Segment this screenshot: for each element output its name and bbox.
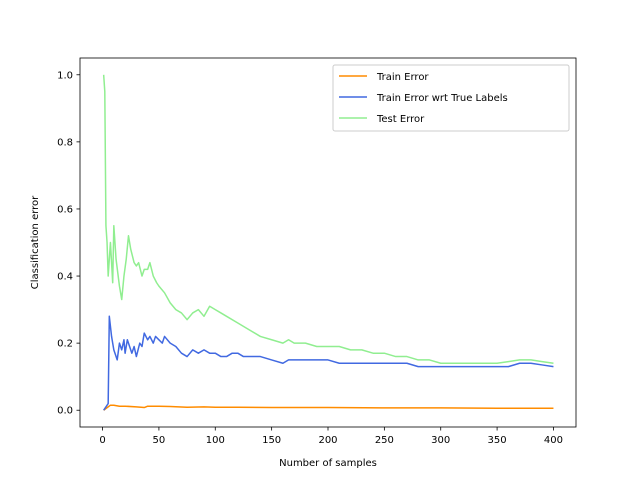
- y-tick-label: 0.0: [57, 406, 73, 417]
- x-tick-label: 150: [262, 435, 281, 446]
- legend-label: Train Error wrt True Labels: [376, 93, 508, 104]
- series-line-2: [103, 315, 554, 411]
- series-layer: [102, 74, 554, 411]
- series-line-1: [103, 404, 554, 411]
- legend: Train Error Train Error wrt True Labels Te…: [332, 64, 570, 132]
- plot-area: [79, 57, 577, 428]
- legend-label: Test Error: [376, 114, 425, 125]
- y-axis-label: Classification error: [30, 195, 41, 289]
- x-axis-ticks: 0 50 100 150 200 250 300 350 400: [99, 427, 563, 446]
- y-tick-label: 1.0: [57, 70, 73, 81]
- x-tick-label: 400: [544, 435, 563, 446]
- y-axis-ticks: 0.0 0.2 0.4 0.6 0.8 1.0: [57, 70, 80, 417]
- legend-label: Train Error: [376, 72, 429, 83]
- x-tick-label: 350: [488, 435, 507, 446]
- y-tick-label: 0.4: [57, 272, 73, 283]
- x-tick-label: 200: [318, 435, 337, 446]
- y-tick-label: 0.6: [57, 204, 73, 215]
- x-tick-label: 50: [153, 435, 166, 446]
- x-tick-label: 100: [206, 435, 225, 446]
- x-tick-label: 0: [99, 435, 105, 446]
- legend-box: [332, 64, 570, 132]
- x-tick-label: 300: [431, 435, 450, 446]
- series-line-3: [102, 74, 554, 365]
- x-tick-label: 250: [375, 435, 394, 446]
- x-axis-label: Number of samples: [279, 458, 377, 469]
- y-tick-label: 0.8: [57, 137, 73, 148]
- y-tick-label: 0.2: [57, 339, 73, 350]
